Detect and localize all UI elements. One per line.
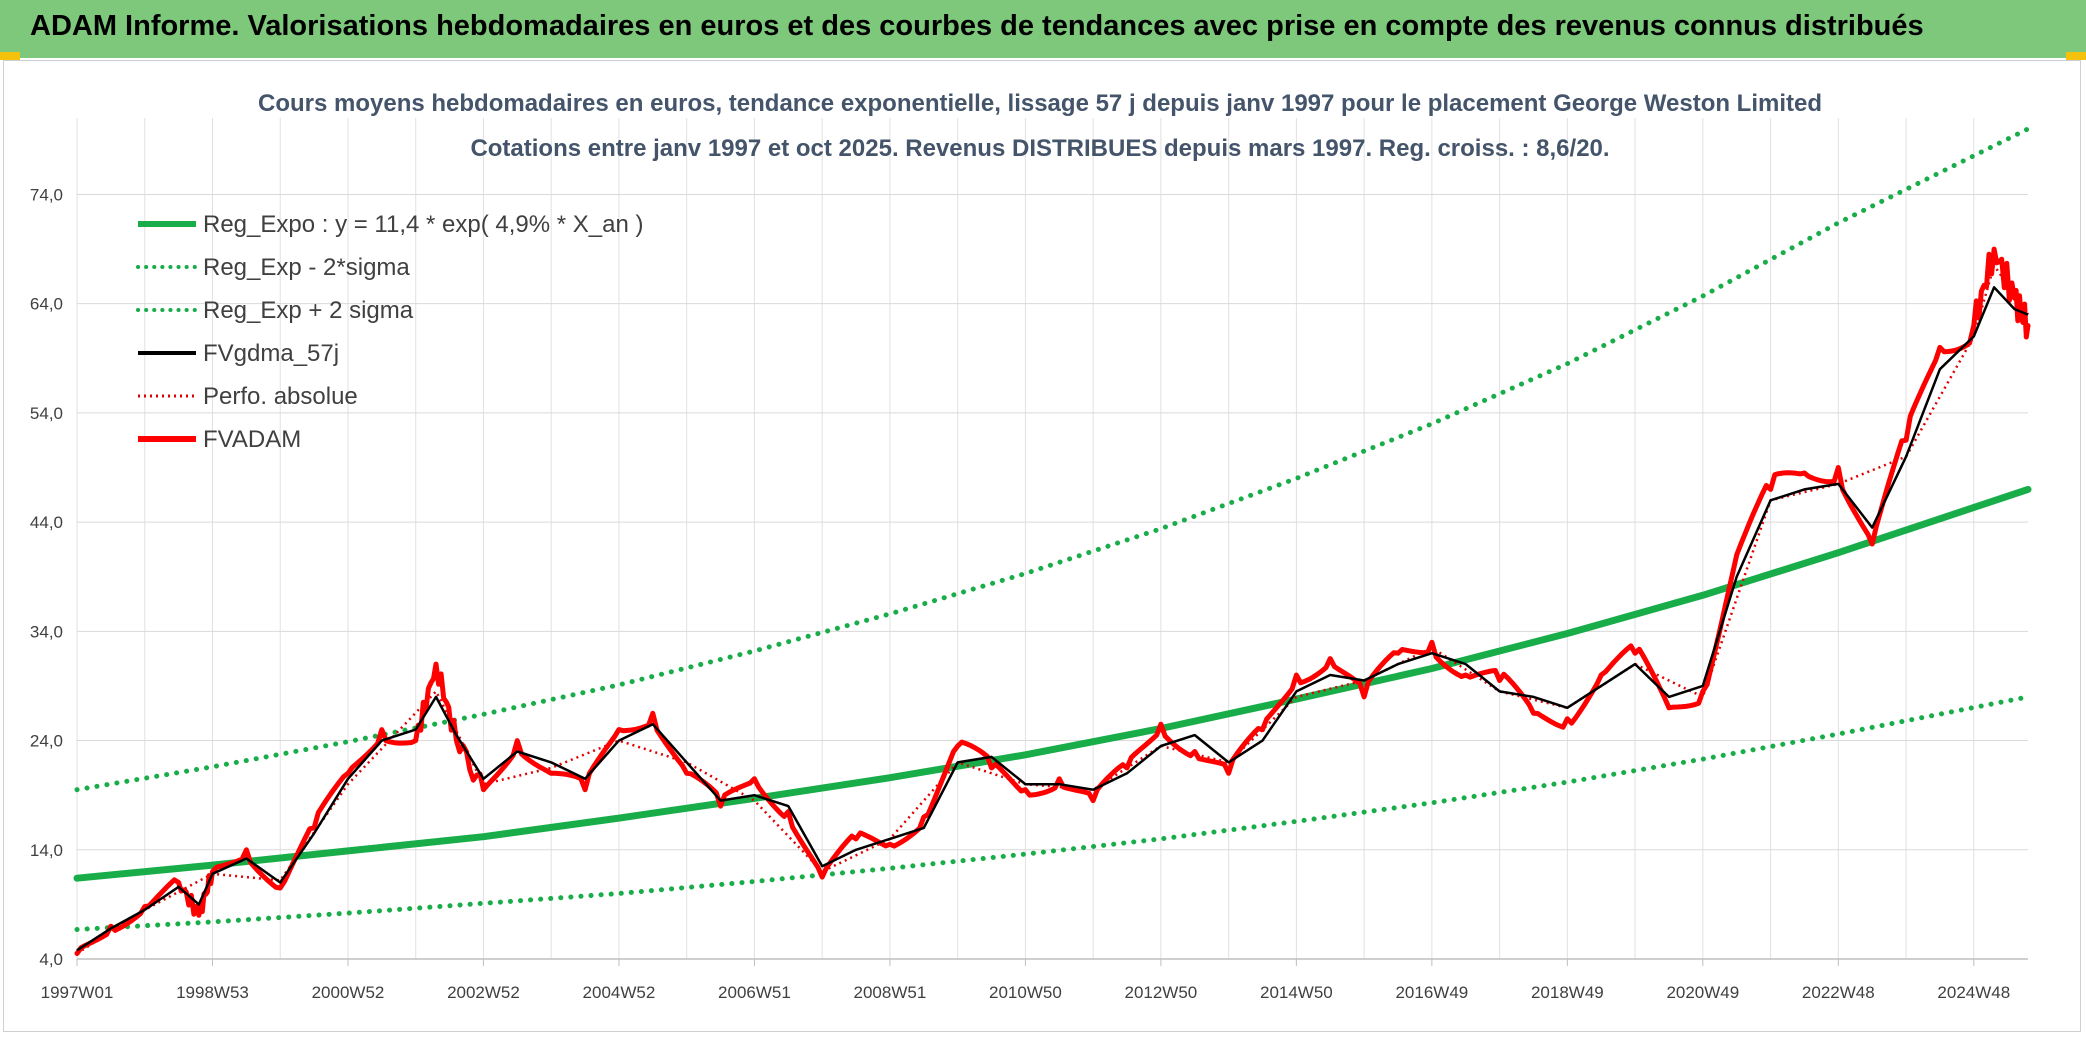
x-tick-label: 2024W48 <box>1937 983 2010 1002</box>
legend: Reg_Expo : y = 11,4 * exp( 4,9% * X_an )… <box>136 211 643 453</box>
x-tick-label: 2016W49 <box>1395 983 1468 1002</box>
y-tick-label: 44,0 <box>30 513 63 532</box>
series-line-reg-exp-2-sigma <box>74 694 2031 932</box>
corner-marker-right <box>2066 52 2086 60</box>
chart-subtitle: Cotations entre janv 1997 et oct 2025. R… <box>470 135 1609 162</box>
x-tick-label: 2014W50 <box>1260 983 1333 1002</box>
y-tick-label: 24,0 <box>30 732 63 751</box>
y-tick-label: 4,0 <box>39 950 63 969</box>
series-line-fvadam <box>74 246 2031 956</box>
x-tick-label: 1998W53 <box>176 983 249 1002</box>
x-tick-label: 2022W48 <box>1802 983 1875 1002</box>
chart-frame <box>3 60 2081 1032</box>
x-tick-label: 2004W52 <box>583 983 656 1002</box>
legend-label: Reg_Exp - 2*sigma <box>203 254 410 281</box>
legend-label: FVADAM <box>203 426 301 453</box>
x-axis-ticks: 1997W01 1998W53 2000W52 2002W52 2004W52 2006W… <box>41 959 2010 1002</box>
chart-title: Cours moyens hebdomadaires en euros, ten… <box>258 90 1822 117</box>
corner-marker-left <box>0 52 20 60</box>
y-tick-label: 14,0 <box>30 841 63 860</box>
series-line-reg-exp-2-sigma <box>74 126 2031 793</box>
legend-label: Reg_Expo : y = 11,4 * exp( 4,9% * X_an ) <box>203 211 643 238</box>
legend-label: Reg_Exp + 2 sigma <box>203 297 414 324</box>
y-tick-label: 34,0 <box>30 622 63 641</box>
x-tick-label: 2002W52 <box>447 983 520 1002</box>
y-tick-label: 64,0 <box>30 295 63 314</box>
series-line-reg-expo <box>73 485 2032 882</box>
y-tick-label: 54,0 <box>30 404 63 423</box>
x-tick-label: 1997W01 <box>41 983 114 1002</box>
x-tick-label: 2010W50 <box>989 983 1062 1002</box>
series-layer <box>73 126 2032 956</box>
legend-label: FVgdma_57j <box>203 340 339 367</box>
x-tick-label: 2020W49 <box>1666 983 1739 1002</box>
legend-label: Perfo. absolue <box>203 383 358 410</box>
series-line-fvgdma-57j <box>76 286 2029 952</box>
x-tick-label: 2018W49 <box>1531 983 1604 1002</box>
x-tick-label: 2012W50 <box>1124 983 1197 1002</box>
x-tick-label: 2008W51 <box>854 983 927 1002</box>
banner-title: ADAM Informe. Valorisations hebdomadaire… <box>30 10 1924 42</box>
y-axis-ticks: 74,0 64,0 54,0 44,0 34,0 24,0 14,0 4,0 <box>30 185 63 969</box>
y-tick-label: 74,0 <box>30 185 63 204</box>
grid <box>76 118 2028 960</box>
x-tick-label: 2006W51 <box>718 983 791 1002</box>
x-tick-label: 2000W52 <box>312 983 385 1002</box>
banner: ADAM Informe. Valorisations hebdomadaire… <box>0 0 2086 58</box>
